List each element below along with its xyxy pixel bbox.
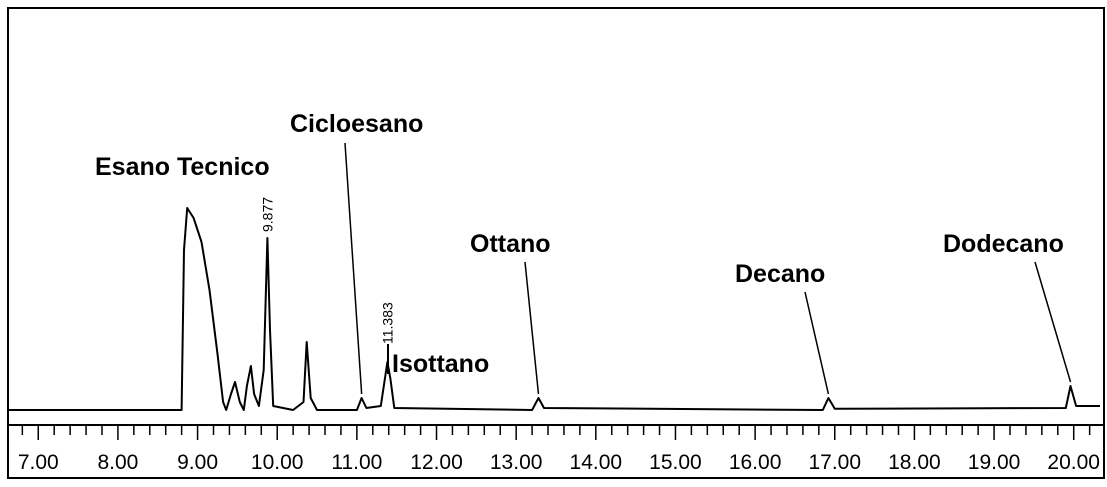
- annotation-leader: [344, 142, 363, 395]
- peak-annotation: Cicloesano: [290, 110, 423, 138]
- x-tick-label: 17.00: [808, 451, 861, 474]
- annotation-leader: [1034, 261, 1072, 383]
- x-tick-label: 15.00: [649, 451, 702, 474]
- x-tick-label: 12.00: [410, 451, 463, 474]
- x-tick-label: 18.00: [888, 451, 941, 474]
- peak-annotation: Ottano: [470, 230, 551, 258]
- annotation-leader: [524, 261, 540, 395]
- x-tick-label: 10.00: [251, 451, 304, 474]
- annotation-leader: [804, 291, 830, 395]
- retention-time-label: 11.383: [379, 302, 395, 344]
- x-tick-label: 16.00: [729, 451, 782, 474]
- x-tick-label: 7.00: [18, 451, 59, 474]
- x-tick-label: 9.00: [177, 451, 218, 474]
- peak-annotation: Decano: [735, 260, 825, 288]
- x-tick-label: 19.00: [968, 451, 1021, 474]
- x-tick-label: 14.00: [570, 451, 623, 474]
- x-tick-label: 13.00: [490, 451, 543, 474]
- peak-annotation: Esano Tecnico: [95, 153, 270, 181]
- x-tick-label: 8.00: [97, 451, 138, 474]
- chromatogram-trace: [8, 207, 1100, 411]
- x-tick-label: 11.00: [331, 451, 382, 474]
- peak-annotation: Isottano: [392, 350, 489, 378]
- retention-time-label: 9.877: [259, 197, 275, 232]
- peak-annotation: Dodecano: [943, 230, 1064, 258]
- x-tick-label: 20.00: [1047, 451, 1100, 474]
